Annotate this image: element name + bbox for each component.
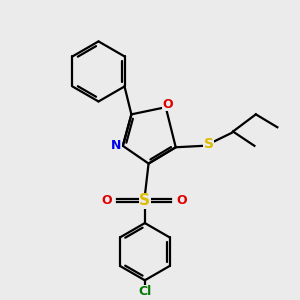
Text: O: O (162, 98, 173, 111)
Text: O: O (176, 194, 187, 207)
Text: N: N (111, 139, 122, 152)
Text: Cl: Cl (138, 285, 152, 298)
Text: O: O (102, 194, 112, 207)
Text: S: S (204, 137, 214, 151)
Text: S: S (140, 193, 150, 208)
